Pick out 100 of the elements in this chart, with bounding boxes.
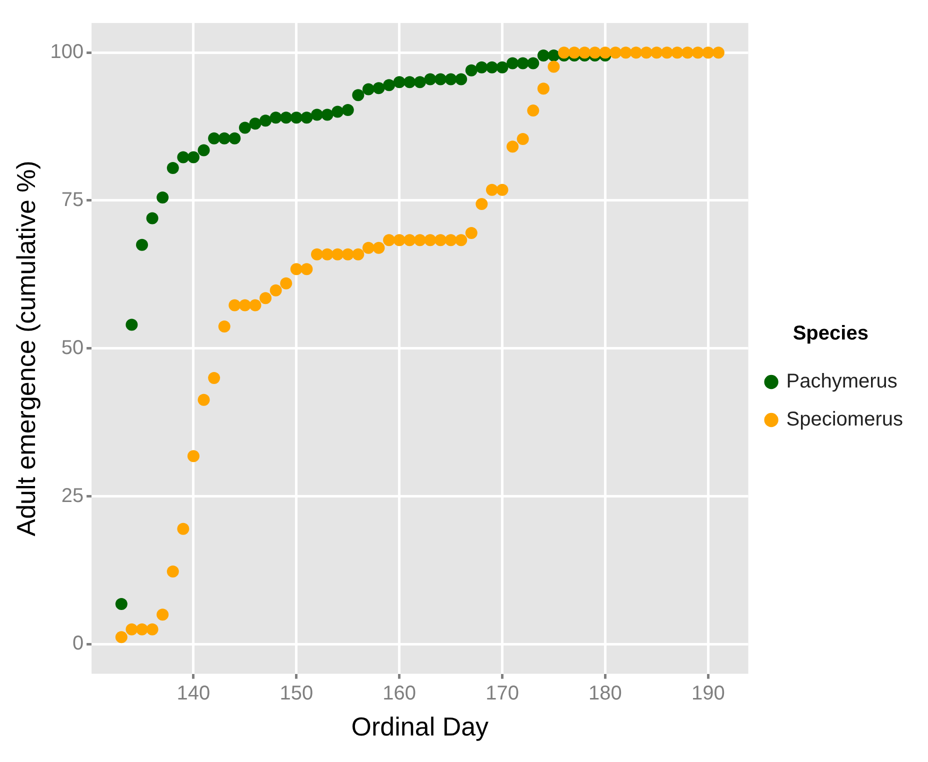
point: [136, 623, 148, 636]
point: [352, 248, 364, 260]
point: [424, 234, 436, 246]
point: [537, 50, 550, 62]
point: [270, 112, 282, 124]
point: [136, 238, 148, 251]
point: [516, 57, 529, 70]
point: [280, 112, 292, 124]
point: [249, 118, 262, 130]
point: [332, 106, 344, 118]
point: [620, 46, 632, 59]
point: [702, 46, 714, 59]
point: [280, 277, 292, 290]
point: [404, 234, 416, 246]
point: [177, 522, 190, 535]
point: [414, 76, 426, 88]
point: [208, 132, 220, 144]
point: [156, 608, 169, 621]
point: [476, 198, 488, 210]
point: [537, 82, 550, 95]
point: [362, 83, 374, 96]
point: [228, 132, 241, 144]
point: [588, 46, 601, 59]
point: [548, 50, 560, 62]
point: [444, 73, 457, 86]
point: [260, 292, 272, 304]
point: [486, 61, 498, 74]
point: [496, 184, 508, 196]
point: [444, 234, 457, 246]
point: [321, 248, 334, 260]
x-axis-title: Ordinal Day: [351, 712, 489, 742]
point: [578, 46, 591, 59]
legend-label: Pachymerus: [786, 370, 898, 393]
point: [300, 112, 313, 124]
point: [465, 227, 478, 240]
point: [527, 57, 540, 70]
point: [548, 60, 560, 73]
point: [270, 284, 282, 296]
point: [599, 46, 612, 59]
point: [218, 132, 230, 144]
point: [424, 73, 436, 86]
point: [393, 234, 406, 246]
point: [671, 46, 684, 59]
point: [610, 46, 622, 59]
point: [372, 242, 385, 254]
point: [310, 108, 323, 121]
point: [455, 73, 468, 86]
point: [352, 89, 364, 102]
point: [290, 263, 302, 276]
point: [146, 212, 158, 224]
point: [208, 372, 220, 384]
point: [166, 162, 179, 174]
point: [434, 234, 447, 246]
point: [486, 184, 498, 196]
point: [126, 623, 138, 636]
x-tick-label: 150: [280, 682, 314, 704]
point: [198, 144, 210, 156]
point: [516, 132, 529, 145]
point: [712, 46, 724, 59]
point: [166, 565, 179, 578]
point: [126, 318, 138, 331]
point: [342, 104, 354, 116]
point: [476, 61, 488, 74]
point: [218, 320, 230, 333]
x-tick-label: 190: [691, 682, 725, 704]
point: [650, 46, 663, 59]
y-tick-label: 75: [61, 189, 84, 212]
y-tick-label: 50: [61, 336, 84, 359]
point: [506, 57, 519, 70]
y-tick-label: 100: [50, 41, 84, 64]
y-axis-title: Adult emergence (cumulative %): [10, 160, 41, 536]
y-tick-label: 25: [61, 484, 84, 507]
point: [332, 248, 344, 260]
x-tick-label: 180: [588, 682, 622, 704]
point: [238, 122, 251, 134]
point: [640, 46, 652, 59]
point: [527, 104, 540, 117]
point: [321, 108, 334, 121]
point: [228, 299, 241, 312]
point: [383, 79, 396, 92]
point: [682, 46, 694, 59]
point: [465, 64, 478, 76]
point: [414, 234, 426, 246]
point: [404, 76, 416, 88]
point: [300, 263, 313, 276]
point: [249, 299, 262, 312]
point: [630, 46, 642, 59]
point: [146, 623, 158, 636]
point: [238, 299, 251, 312]
point: [187, 450, 200, 462]
point: [115, 631, 128, 644]
point: [496, 61, 508, 74]
point: [260, 114, 272, 127]
point: [198, 394, 210, 406]
point: [434, 73, 447, 86]
legend-label: Speciomerus: [786, 408, 903, 431]
point: [372, 82, 385, 94]
point: [568, 46, 580, 59]
point: [506, 140, 519, 153]
point: [187, 151, 200, 164]
